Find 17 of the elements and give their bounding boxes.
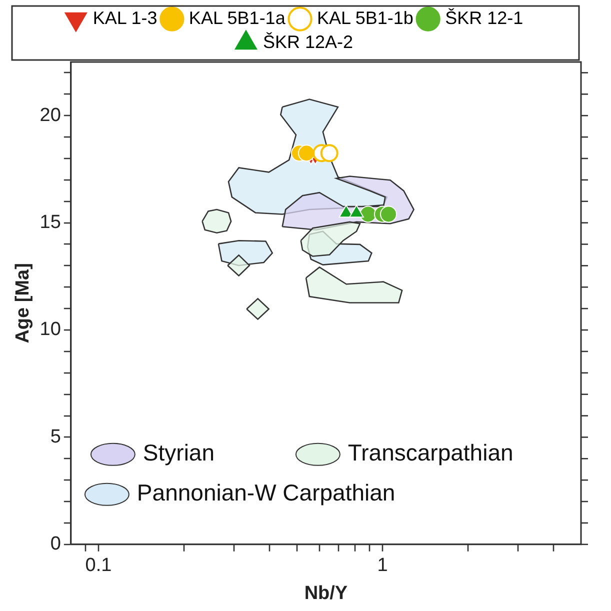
y-tick-label: 10	[40, 319, 61, 340]
x-axis-title: Nb/Y	[304, 582, 348, 604]
legend-label: Styrian	[142, 440, 215, 466]
legend-label: ŠKR 12-1	[445, 8, 524, 28]
legend-label: KAL 5B1-1a	[188, 8, 286, 28]
y-tick-label: 0	[50, 534, 61, 555]
x-tick-label: 0.1	[85, 555, 112, 576]
y-axis-title: Age [Ma]	[12, 263, 34, 344]
legend-label: KAL 1-3	[92, 8, 158, 28]
legend-label: Transcarpathian	[348, 440, 514, 466]
legend-label: Pannonian-W Carpathian	[136, 480, 396, 506]
legend-label: KAL 5B1-1b	[317, 8, 414, 28]
x-tick-label: 1	[377, 555, 388, 576]
y-tick-label: 15	[40, 212, 61, 234]
y-tick-label: 20	[40, 104, 61, 126]
legend-label: ŠKR 12A-2	[262, 32, 354, 52]
y-tick-label: 5	[50, 426, 61, 448]
